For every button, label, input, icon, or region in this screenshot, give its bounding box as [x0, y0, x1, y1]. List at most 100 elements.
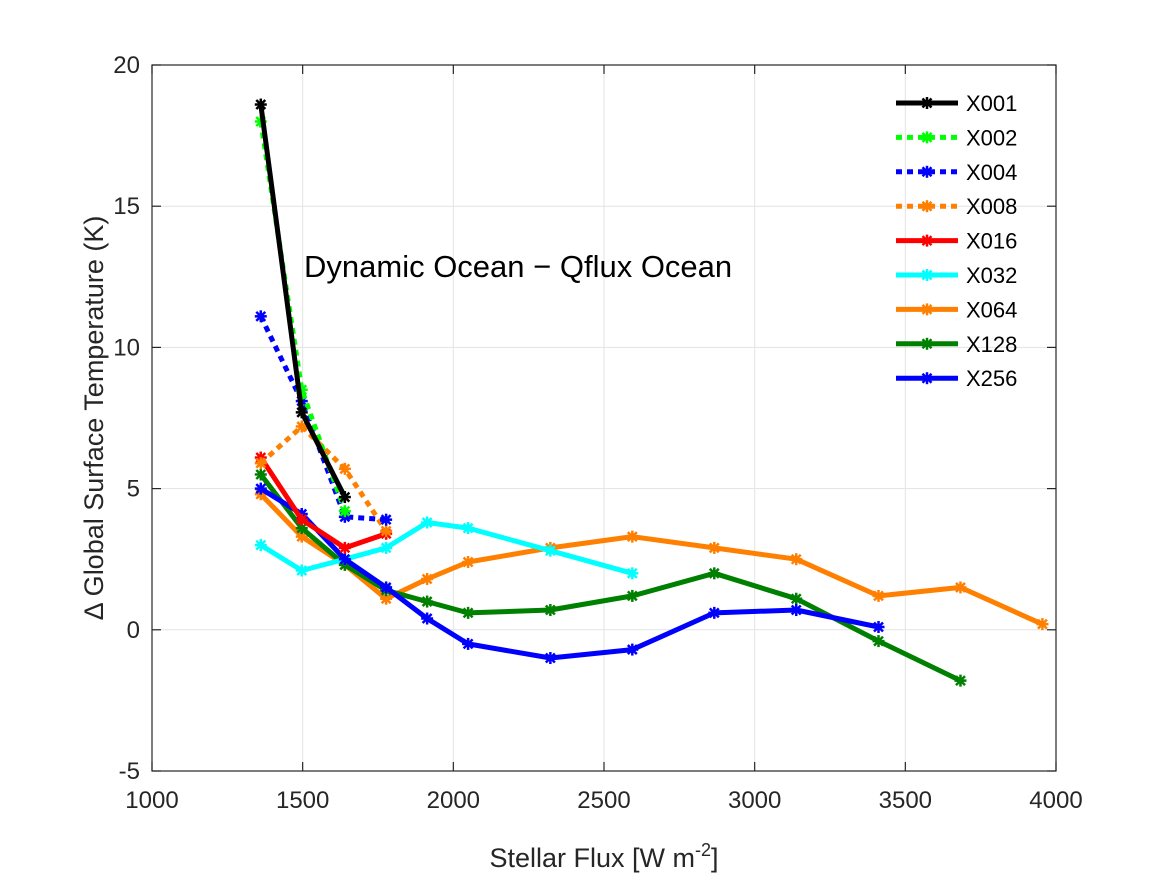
data-point	[380, 513, 393, 526]
data-point	[872, 635, 885, 648]
legend-label: X016	[966, 229, 1017, 254]
data-point	[790, 592, 803, 605]
x-axis-label-end: ]	[711, 843, 719, 873]
data-point	[338, 505, 351, 518]
data-point	[1036, 618, 1049, 631]
series-line	[259, 520, 633, 576]
legend-label: X256	[966, 366, 1017, 391]
data-point	[295, 406, 308, 419]
data-point	[708, 541, 721, 554]
data-point	[921, 372, 933, 385]
series-layer	[254, 98, 1049, 687]
data-point	[254, 482, 267, 495]
data-point	[708, 606, 721, 619]
legend-item-x064: X064	[896, 297, 1017, 322]
data-point	[921, 269, 933, 281]
data-point	[421, 595, 434, 608]
legend-label: X004	[966, 160, 1017, 185]
data-point	[544, 604, 557, 617]
data-point	[921, 131, 933, 144]
data-point	[421, 572, 434, 585]
series-x256	[254, 482, 885, 665]
data-point	[462, 637, 475, 650]
data-point	[338, 462, 351, 475]
legend-label: X064	[966, 297, 1017, 322]
data-point	[544, 652, 557, 665]
data-point	[380, 524, 393, 537]
data-point	[872, 589, 885, 602]
data-point	[954, 581, 967, 594]
y-tick-label: 10	[113, 334, 140, 361]
data-point	[254, 310, 267, 323]
annotation-text: Dynamic Ocean − Qflux Ocean	[304, 249, 732, 284]
data-point	[544, 544, 557, 557]
data-point	[254, 457, 267, 470]
legend-item-x004: X004	[896, 160, 1017, 185]
data-point	[338, 541, 351, 554]
axis-ticks: 1000 1500 2000 2500 3000 3500 4000 -5 0 5 10 15 20	[113, 52, 1082, 814]
legend-label: X001	[966, 91, 1017, 116]
data-point	[954, 674, 967, 687]
x-tick-label: 1500	[276, 787, 329, 814]
legend-item-x002: X002	[896, 125, 1017, 150]
legend-label: X002	[966, 125, 1017, 150]
legend-item-x256: X256	[896, 366, 1017, 391]
data-point	[254, 539, 267, 552]
data-point	[380, 581, 393, 594]
x-axis-label-sup: -2	[695, 840, 711, 860]
x-axis-label-main: Stellar Flux [W m	[489, 843, 695, 873]
legend-label: X008	[966, 194, 1017, 219]
series-x128	[254, 468, 967, 687]
data-point	[254, 468, 267, 481]
data-point	[790, 553, 803, 566]
y-axis-label: Δ Global Surface Temperature (K)	[79, 216, 109, 621]
x-tick-label: 3500	[879, 787, 932, 814]
legend-item-x008: X008	[896, 194, 1017, 219]
data-point	[626, 589, 639, 602]
data-point	[380, 592, 393, 605]
data-point	[462, 556, 475, 569]
data-point	[921, 97, 933, 109]
series-line	[258, 456, 387, 551]
series-line	[259, 424, 389, 533]
x-axis-label: Stellar Flux [W m-2]	[489, 840, 718, 873]
legend: X001 X002 X004 X008 X016 X032 X064 X128 X256	[896, 91, 1017, 391]
y-tick-label: 0	[127, 617, 140, 644]
data-point	[295, 513, 308, 526]
data-point	[626, 567, 639, 580]
data-point	[421, 516, 434, 529]
x-tick-label: 2000	[427, 787, 480, 814]
y-tick-label: 5	[127, 476, 140, 503]
legend-item-x016: X016	[896, 229, 1017, 254]
data-point	[790, 604, 803, 617]
data-point	[921, 303, 933, 316]
data-point	[338, 553, 351, 566]
legend-label: X128	[966, 332, 1017, 357]
data-point	[921, 234, 933, 247]
data-point	[921, 165, 933, 178]
legend-item-x128: X128	[896, 332, 1017, 357]
data-point	[338, 491, 351, 504]
y-tick-label: 20	[113, 52, 140, 79]
data-point	[708, 567, 721, 580]
data-point	[380, 541, 393, 554]
x-tick-label: 4000	[1029, 787, 1082, 814]
data-point	[626, 643, 639, 656]
data-point	[254, 98, 267, 111]
legend-item-x032: X032	[896, 263, 1017, 288]
series-x016	[254, 451, 393, 554]
data-point	[626, 530, 639, 543]
series-x001	[254, 98, 351, 504]
series-x008	[254, 420, 393, 537]
x-tick-label: 3000	[728, 787, 781, 814]
x-tick-label: 1000	[125, 787, 178, 814]
y-tick-label: -5	[119, 758, 140, 785]
data-point	[921, 200, 933, 213]
legend-item-x001: X001	[896, 91, 1017, 116]
data-point	[295, 564, 308, 577]
data-point	[462, 522, 475, 535]
legend-label: X032	[966, 263, 1017, 288]
data-point	[872, 620, 885, 633]
data-point	[421, 612, 434, 625]
